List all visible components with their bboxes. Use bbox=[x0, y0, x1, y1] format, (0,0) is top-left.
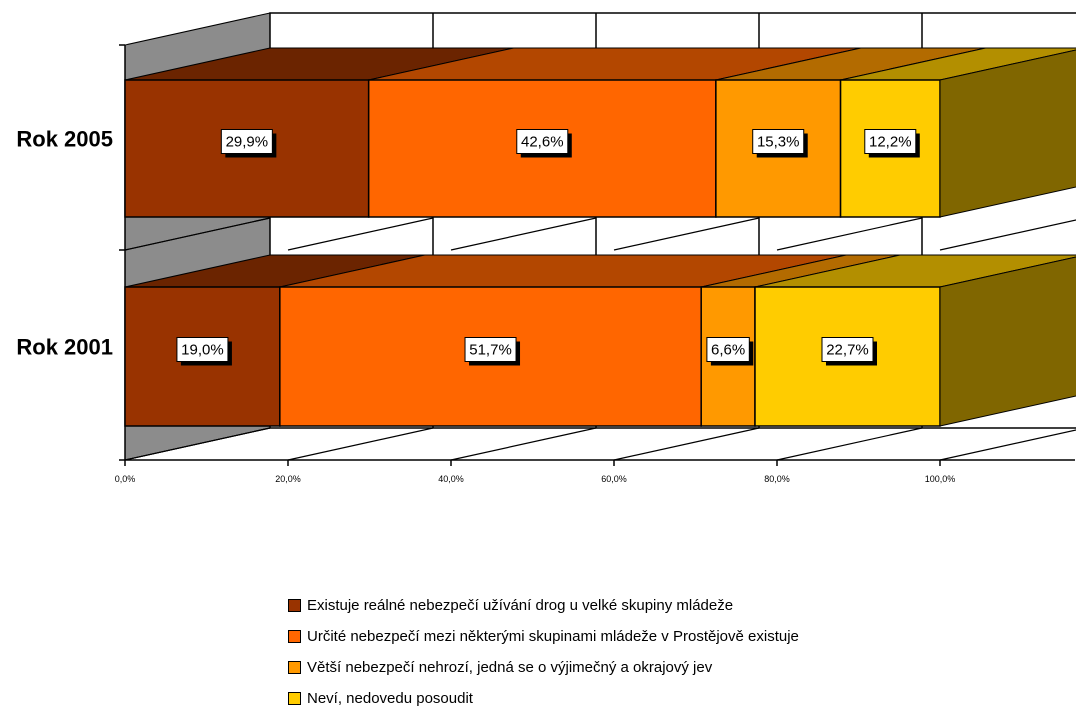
floor-gridline bbox=[450, 217, 597, 251]
floor-gridline bbox=[450, 427, 597, 461]
data-label: 12,2% bbox=[869, 134, 912, 151]
x-tick-label: 60,0% bbox=[601, 474, 627, 484]
floor-edge bbox=[124, 217, 271, 251]
x-tick-label: 20,0% bbox=[275, 474, 301, 484]
data-label-box bbox=[821, 337, 874, 362]
bar-side bbox=[939, 49, 1076, 218]
legend-label: Existuje reálné nebezpečí užívání drog u… bbox=[307, 596, 734, 614]
legend: Existuje reálné nebezpečí užívání drog u… bbox=[288, 596, 799, 720]
category-label: Rok 2005 bbox=[16, 127, 113, 152]
data-label-box bbox=[516, 129, 569, 154]
data-label: 42,6% bbox=[521, 134, 564, 151]
floor-gridline bbox=[287, 427, 434, 461]
data-labels: 29,9% 42,6% 15,3% 12,2% 19,0% 51,7% 6,6% 22,7% bbox=[176, 129, 920, 366]
data-label: 22,7% bbox=[826, 342, 869, 359]
data-label-box bbox=[220, 129, 273, 154]
floor-gridline bbox=[287, 217, 434, 251]
data-label-box bbox=[752, 129, 805, 154]
x-tick-label: 100,0% bbox=[925, 474, 956, 484]
legend-swatch bbox=[288, 598, 301, 612]
data-label-box bbox=[464, 337, 517, 362]
floor-edge bbox=[124, 427, 271, 461]
tick-labels: 0,0% 20,0% 40,0% 60,0% 80,0% 100,0% bbox=[115, 474, 956, 484]
floor-gridline bbox=[613, 217, 760, 251]
stacked-bar-chart: 29,9% 42,6% 15,3% 12,2%19,0% 51,7% 6,6% 22,7% … bbox=[16, 12, 1076, 484]
legend-label: Větší nebezpečí nehrozí, jedná se o výji… bbox=[307, 658, 713, 676]
category-label: Rok 2001 bbox=[16, 335, 113, 360]
data-label: 51,7% bbox=[469, 342, 512, 359]
data-label-box bbox=[864, 129, 917, 154]
floor-gridline bbox=[776, 427, 923, 461]
legend-label: Určité nebezpečí mezi některými skupinam… bbox=[307, 627, 799, 645]
data-label: 19,0% bbox=[181, 342, 224, 359]
legend-item: Neví, nedovedu posoudit bbox=[288, 689, 799, 707]
floor-gridline bbox=[613, 427, 760, 461]
bar-side bbox=[939, 256, 1076, 427]
floor-gridline bbox=[939, 429, 1076, 461]
legend-item: Větší nebezpečí nehrozí, jedná se o výji… bbox=[288, 658, 799, 676]
data-label: 15,3% bbox=[757, 134, 800, 151]
legend-item: Určité nebezpečí mezi některými skupinam… bbox=[288, 627, 799, 645]
floor-gridline bbox=[939, 219, 1076, 251]
x-tick-label: 40,0% bbox=[438, 474, 464, 484]
bars bbox=[124, 47, 1076, 427]
legend-swatch bbox=[288, 660, 301, 674]
legend-swatch bbox=[288, 691, 301, 705]
category-labels: Rok 2005 Rok 2001 bbox=[16, 127, 113, 360]
data-label: 6,6% bbox=[711, 342, 745, 359]
x-tick-label: 0,0% bbox=[115, 474, 136, 484]
data-label-box bbox=[706, 337, 750, 362]
legend-item: Existuje reálné nebezpečí užívání drog u… bbox=[288, 596, 799, 614]
floor-gridline bbox=[776, 217, 923, 251]
legend-label: Neví, nedovedu posoudit bbox=[307, 689, 473, 707]
legend-swatch bbox=[288, 629, 301, 643]
x-tick-label: 80,0% bbox=[764, 474, 790, 484]
data-label-box bbox=[176, 337, 229, 362]
data-label: 29,9% bbox=[226, 134, 269, 151]
